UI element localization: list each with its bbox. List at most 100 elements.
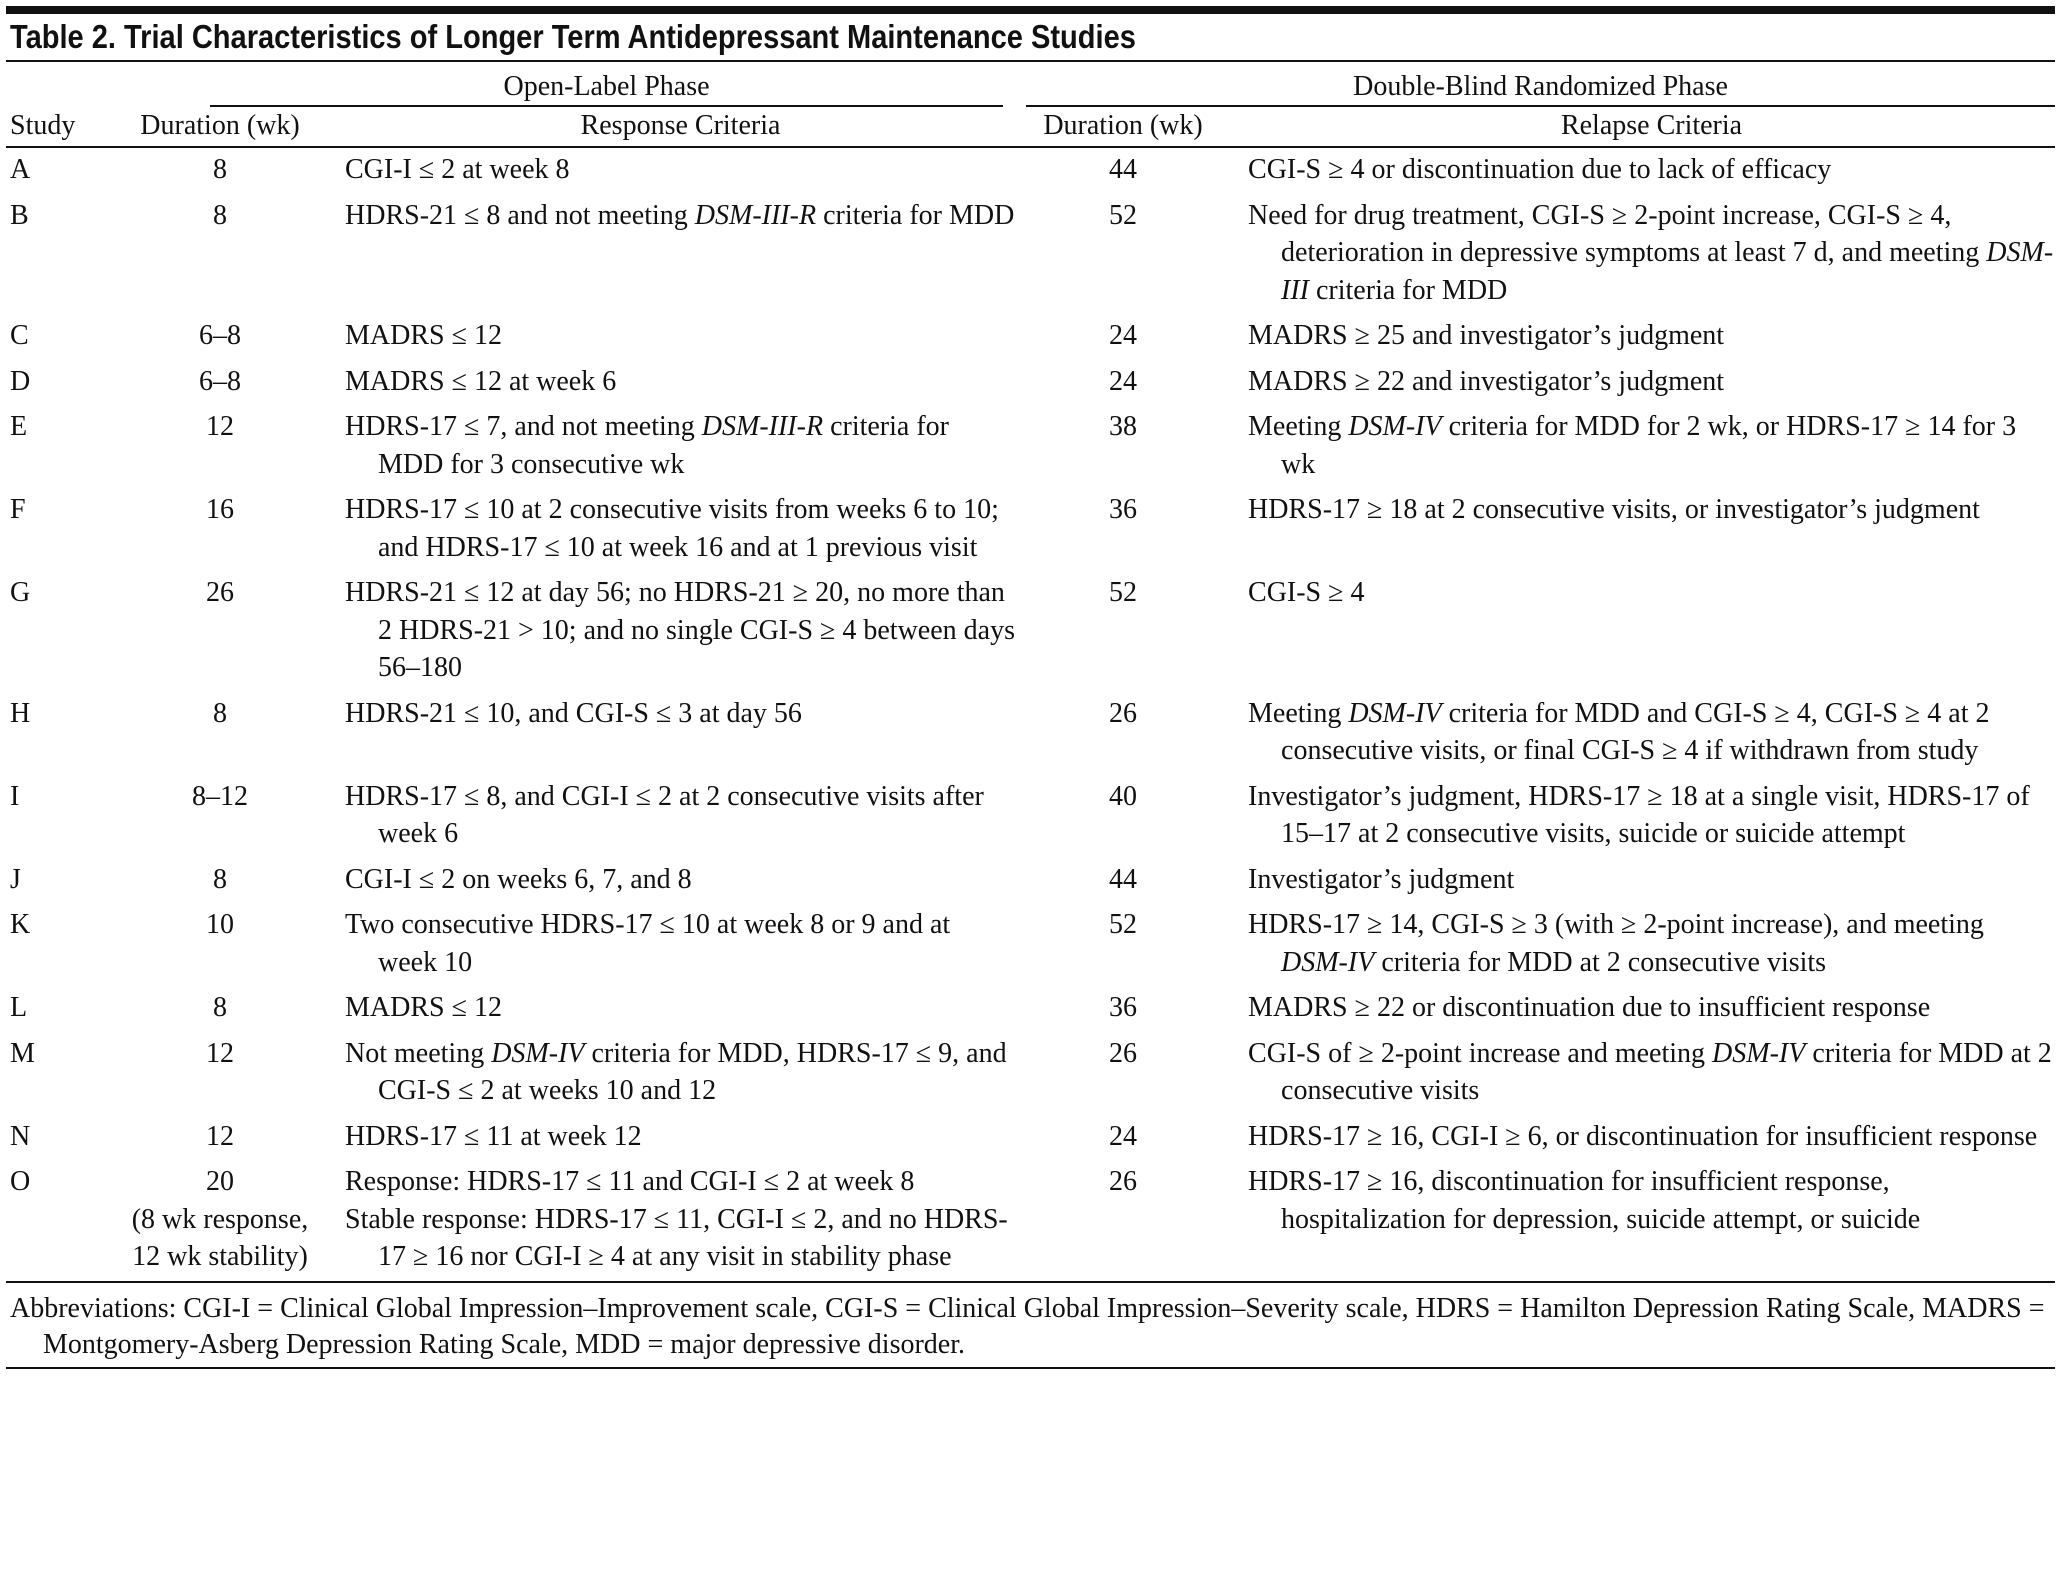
text-run: CGI-S of ≥ 2-point increase and meeting: [1248, 1037, 1713, 1069]
open-label-duration-cell: 6–8: [104, 355, 336, 401]
cell-text: 44: [1109, 154, 1138, 185]
cell-text: 12: [206, 411, 234, 442]
response-criteria-cell: CGI-I ≤ 2 on weeks 6, 7, and 8: [336, 853, 1016, 899]
cell-text: M: [10, 1037, 35, 1069]
italic-text: DSM-IV: [1348, 411, 1442, 442]
italic-text: DSM-III-R: [701, 411, 824, 442]
relapse-criteria-cell: MADRS ≥ 22 and investigator’s judgment: [1230, 355, 2055, 401]
relapse-criteria-cell: HDRS-17 ≥ 16, CGI-I ≥ 6, or discontinuat…: [1230, 1110, 2055, 1156]
relapse-criteria-cell: CGI-S ≥ 4 or discontinuation due to lack…: [1230, 147, 2055, 189]
relapse-criteria-cell: HDRS-17 ≥ 18 at 2 consecutive visits, or…: [1230, 483, 2055, 566]
response-criteria-cell: CGI-I ≤ 2 at week 8: [336, 147, 1016, 189]
cell-text: 10: [206, 909, 234, 940]
relapse-criteria-cell: CGI-S of ≥ 2-point increase and meeting …: [1230, 1027, 2055, 1110]
cell-text: Response: HDRS-17 ≤ 11 and CGI-I ≤ 2 at …: [345, 1166, 915, 1197]
relapse-criteria-cell: Need for drug treatment, CGI-S ≥ 2-point…: [1230, 189, 2055, 310]
relapse-criteria-cell: Meeting DSM-IV criteria for MDD and CGI-…: [1230, 687, 2055, 770]
cell-text: Not meeting DSM-IV criteria for MDD, HDR…: [345, 1035, 1016, 1110]
cell-text: A: [10, 154, 31, 185]
cell-text: N: [10, 1120, 31, 1152]
group-header: Open-Label Phase: [104, 62, 1016, 107]
column-header: Duration (wk): [104, 107, 336, 148]
cell-text: 26: [1109, 697, 1138, 729]
cell-text: 12 wk stability): [132, 1241, 308, 1272]
cell-text: 8: [213, 992, 227, 1023]
cell-text: HDRS-17 ≥ 16, CGI-I ≥ 6, or discontinuat…: [1248, 1120, 2038, 1152]
cell-text: 20: [206, 1166, 234, 1197]
double-blind-duration-cell: 38: [1016, 400, 1230, 483]
cell-text: 26: [206, 577, 234, 608]
italic-text: DSM-IV: [491, 1037, 585, 1069]
cell-text: MADRS ≥ 25 and investigator’s judgment: [1248, 320, 1725, 351]
cell-text: Stable response: HDRS-17 ≤ 11, CGI-I ≤ 2…: [345, 1203, 1008, 1273]
cell-text: 8: [213, 863, 227, 895]
cell-text: Two consecutive HDRS-17 ≤ 10 at week 8 o…: [345, 909, 951, 978]
open-label-duration-cell: 8: [104, 687, 336, 770]
cell-text: Need for drug treatment, CGI-S ≥ 2-point…: [1248, 197, 2055, 310]
italic-text: DSM-III: [1281, 237, 2054, 306]
cell-text: MADRS ≥ 22 and investigator’s judgment: [1248, 365, 1725, 397]
cell-text: E: [10, 411, 28, 442]
text-run: Meeting: [1248, 411, 1349, 442]
table-row: O 20 (8 wk response, 12 wk stability) Respon…: [6, 1155, 2055, 1281]
cell-text: CGI-S of ≥ 2-point increase and meeting …: [1248, 1035, 2055, 1110]
cell-text: HDRS-17 ≥ 14, CGI-S ≥ 3 (with ≥ 2-point …: [1248, 906, 2055, 981]
study-cell: E: [6, 400, 104, 483]
double-blind-duration-cell: 40: [1016, 770, 1230, 853]
study-cell: H: [6, 687, 104, 770]
open-label-duration-cell: 8: [104, 189, 336, 310]
relapse-criteria-cell: HDRS-17 ≥ 16, discontinuation for insuff…: [1230, 1155, 2055, 1281]
response-criteria-cell: MADRS ≤ 12 at week 6: [336, 355, 1016, 401]
cell-text: Meeting DSM-IV criteria for MDD and CGI-…: [1248, 695, 2055, 770]
cell-text: 12: [206, 1120, 234, 1152]
table-row: K 10 Two consecutive HDRS-17 ≤ 10 at week …: [6, 898, 2055, 981]
cell-text: CGI-I ≤ 2 at week 8: [345, 154, 570, 185]
study-cell: K: [6, 898, 104, 981]
cell-text: (8 wk response,: [131, 1203, 309, 1235]
double-blind-duration-cell: 36: [1016, 483, 1230, 566]
cell-text: 8: [213, 199, 227, 231]
cell-text: Investigator’s judgment: [1248, 863, 1515, 895]
cell-text: HDRS-17 ≤ 10 at 2 consecutive visits fro…: [345, 494, 999, 563]
cell-text: H: [10, 697, 31, 729]
open-label-duration-cell: 16: [104, 483, 336, 566]
double-blind-duration-cell: 52: [1016, 898, 1230, 981]
text-run: criteria for MDD: [1309, 274, 1508, 306]
table-row: E 12 HDRS-17 ≤ 7, and not meeting DSM-III-…: [6, 400, 2055, 483]
relapse-criteria-cell: Investigator’s judgment, HDRS-17 ≥ 18 at…: [1230, 770, 2055, 853]
cell-text: Meeting DSM-IV criteria for MDD for 2 wk…: [1248, 408, 2055, 483]
cell-text: O: [10, 1166, 31, 1197]
double-blind-duration-cell: 24: [1016, 309, 1230, 355]
table-row: C 6–8 MADRS ≤ 12 24 MADRS ≥ 25 and investiga…: [6, 309, 2055, 355]
response-criteria-cell: HDRS-21 ≤ 8 and not meeting DSM-III-R cr…: [336, 189, 1016, 310]
cell-text: 6–8: [199, 365, 241, 397]
column-header: Relapse Criteria: [1230, 107, 2056, 148]
cell-text: D: [10, 365, 31, 397]
study-cell: L: [6, 981, 104, 1027]
table-row: F 16 HDRS-17 ≤ 10 at 2 consecutive visits …: [6, 483, 2055, 566]
response-criteria-cell: HDRS-17 ≤ 11 at week 12: [336, 1110, 1016, 1156]
text-run: criteria for MDD at 2 consecutive visits: [1374, 946, 1827, 978]
table: Open-Label Phase Double-Blind Randomized…: [6, 62, 2056, 1281]
study-cell: O: [6, 1155, 104, 1281]
document: Table 2. Trial Characteristics of Longer…: [6, 6, 2056, 1369]
table-row: L 8 MADRS ≤ 12 36 MADRS ≥ 22 or discontinuat…: [6, 981, 2055, 1027]
italic-text: DSM-IV: [1281, 946, 1375, 978]
cell-text: 26: [1109, 1037, 1138, 1069]
study-cell: J: [6, 853, 104, 899]
cell-text: HDRS-17 ≥ 18 at 2 consecutive visits, or…: [1248, 494, 1980, 525]
cell-text: 24: [1109, 365, 1138, 397]
double-blind-duration-cell: 52: [1016, 189, 1230, 310]
cell-text: K: [10, 909, 31, 940]
column-header: Study: [6, 107, 104, 148]
table-row: I 8–12 HDRS-17 ≤ 8, and CGI-I ≤ 2 at 2 con…: [6, 770, 2055, 853]
cell-text: 24: [1109, 320, 1138, 351]
table-row: N 12 HDRS-17 ≤ 11 at week 12 24 HDRS-17 ≥ 16…: [6, 1110, 2055, 1156]
text-run: HDRS-21 ≤ 8 and not meeting: [345, 199, 695, 231]
cell-text: G: [10, 577, 31, 608]
table-row: J 8 CGI-I ≤ 2 on weeks 6, 7, and 8 44 Invest…: [6, 853, 2055, 899]
text-run: HDRS-17 ≥ 14, CGI-S ≥ 3 (with ≥ 2-point …: [1248, 909, 1984, 940]
open-label-duration-cell: 8: [104, 981, 336, 1027]
end-rule: [6, 1366, 2055, 1369]
cell-text: HDRS-17 ≤ 7, and not meeting DSM-III-R c…: [345, 408, 1016, 483]
